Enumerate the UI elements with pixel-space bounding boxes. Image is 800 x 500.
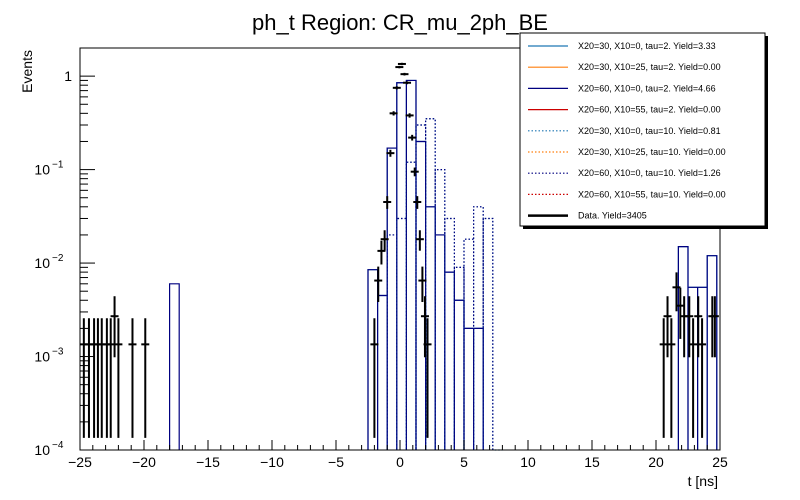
y-tick-label-1: 10 — [34, 162, 50, 178]
legend-entry-5: X20=30, X10=25, tau=10. Yield=0.00 — [528, 147, 726, 157]
y-tick-exponent-4: −4 — [52, 440, 64, 451]
svg-text:X20=60, X10=0, tau=2. Yield=4.: X20=60, X10=0, tau=2. Yield=4.66 — [578, 83, 716, 93]
svg-text:X20=30, X10=0, tau=2. Yield=3.: X20=30, X10=0, tau=2. Yield=3.33 — [578, 41, 716, 51]
data-point-33 — [667, 318, 676, 438]
data-point-17 — [389, 111, 398, 116]
y-tick-label-4: 10 — [34, 442, 50, 458]
y-tick-exponent-3: −3 — [52, 347, 64, 358]
legend-entry-2: X20=60, X10=0, tau=2. Yield=4.66 — [528, 83, 716, 93]
data-point-8 — [114, 318, 123, 438]
data-point-10 — [141, 318, 150, 438]
data-point-21 — [400, 72, 409, 76]
y-axis-label: Events — [19, 50, 35, 93]
y-tick-exponent-1: −1 — [52, 160, 64, 171]
data-point-5 — [102, 318, 111, 438]
data-point-2 — [90, 318, 99, 438]
legend-entry-0: X20=30, X10=0, tau=2. Yield=3.33 — [528, 41, 716, 51]
x-tick-label-2: −15 — [196, 454, 220, 470]
legend-entry-1: X20=30, X10=25, tau=2. Yield=0.00 — [528, 62, 721, 72]
data-point-14 — [380, 230, 389, 251]
data-point-3 — [93, 318, 102, 438]
data-point-13 — [377, 240, 386, 265]
x-tick-label-3: −10 — [260, 454, 284, 470]
data-point-30 — [423, 318, 432, 438]
data-point-16 — [386, 149, 395, 157]
data-point-4 — [97, 318, 106, 438]
legend-entry-6: X20=60, X10=0, tau=10. Yield=1.26 — [528, 168, 721, 178]
x-tick-label-6: 5 — [460, 454, 468, 470]
data-point-27 — [415, 230, 424, 251]
data-point-11 — [370, 318, 379, 438]
x-tick-label-9: 20 — [648, 454, 664, 470]
data-point-7 — [110, 296, 119, 358]
x-tick-label-8: 15 — [584, 454, 600, 470]
y-tick-label-0: 1 — [64, 68, 72, 84]
legend-entry-3: X20=60, X10=55, tau=2. Yield=0.00 — [528, 105, 721, 115]
svg-text:X20=30, X10=25, tau=10. Yield=: X20=30, X10=25, tau=10. Yield=0.00 — [578, 147, 726, 157]
data-point-22 — [403, 81, 412, 85]
svg-text:X20=60, X10=55, tau=2. Yield=0: X20=60, X10=55, tau=2. Yield=0.00 — [578, 105, 721, 115]
data-point-0 — [79, 318, 88, 438]
data-point-15 — [383, 196, 392, 209]
legend: X20=30, X10=0, tau=2. Yield=3.33 X20=30, … — [519, 32, 768, 229]
x-axis-label: t [ns] — [688, 473, 718, 489]
series-6-histogram — [386, 118, 494, 450]
legend-entry-7: X20=60, X10=55, tau=10. Yield=0.00 — [528, 189, 726, 199]
x-tick-label-0: −25 — [68, 454, 92, 470]
data-point-18 — [392, 86, 401, 90]
data-point-25 — [410, 167, 419, 177]
data-point-12 — [374, 266, 383, 302]
data-point-20 — [397, 62, 406, 66]
data-point-26 — [413, 196, 422, 209]
svg-text:X20=30, X10=0, tau=10. Yield=0: X20=30, X10=0, tau=10. Yield=0.81 — [578, 126, 721, 136]
x-tick-label-7: 10 — [520, 454, 536, 470]
x-tick-label-4: −5 — [328, 454, 344, 470]
data-point-37 — [685, 296, 694, 358]
data-point-32 — [663, 296, 672, 358]
svg-text:X20=60, X10=0, tau=10. Yield=1: X20=60, X10=0, tau=10. Yield=1.26 — [578, 168, 721, 178]
x-tick-label-1: −20 — [132, 454, 156, 470]
y-tick-exponent-2: −2 — [52, 253, 64, 264]
data-point-6 — [106, 318, 115, 438]
y-tick-label-3: 10 — [34, 349, 50, 365]
data-point-40 — [698, 318, 707, 438]
data-point-38 — [689, 318, 698, 438]
svg-text:X20=60, X10=55, tau=10. Yield=: X20=60, X10=55, tau=10. Yield=0.00 — [578, 189, 726, 199]
data-point-19 — [395, 65, 404, 69]
x-tick-label-10: 25 — [712, 454, 728, 470]
data-point-1 — [84, 318, 93, 438]
y-tick-label-2: 10 — [34, 255, 50, 271]
svg-text:X20=30, X10=25, tau=2. Yield=0: X20=30, X10=25, tau=2. Yield=0.00 — [578, 62, 721, 72]
data-point-29 — [420, 296, 429, 358]
plot-area — [79, 62, 719, 451]
data-point-35 — [676, 287, 685, 339]
legend-entry-8: Data. Yield=3405 — [528, 211, 647, 221]
data-point-24 — [408, 134, 417, 141]
series-2-histogram — [169, 79, 718, 450]
data-point-42 — [710, 296, 719, 358]
svg-text:Data. Yield=3405: Data. Yield=3405 — [578, 211, 647, 221]
data-point-39 — [694, 296, 703, 358]
legend-entry-4: X20=30, X10=0, tau=10. Yield=0.81 — [528, 126, 721, 136]
data-point-9 — [128, 318, 137, 438]
data-point-31 — [659, 318, 668, 438]
chart-title: ph_t Region: CR_mu_2ph_BE — [252, 10, 548, 35]
x-tick-label-5: 0 — [396, 454, 404, 470]
data-point-28 — [418, 266, 427, 302]
data-point-23 — [405, 113, 414, 118]
